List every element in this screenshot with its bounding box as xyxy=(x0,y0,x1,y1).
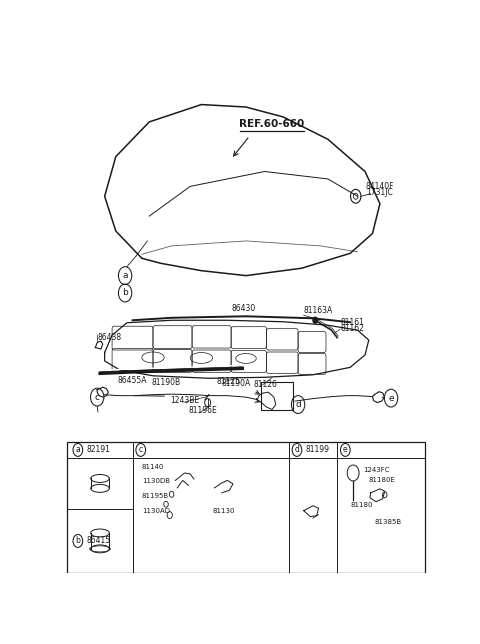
Text: c: c xyxy=(139,446,143,455)
Circle shape xyxy=(313,317,317,323)
Text: d: d xyxy=(295,446,300,455)
Text: 81162: 81162 xyxy=(341,324,365,333)
Text: 81190A: 81190A xyxy=(222,379,251,388)
Text: 81126: 81126 xyxy=(253,380,277,389)
Text: b: b xyxy=(122,289,128,298)
Text: 1243FC: 1243FC xyxy=(363,467,390,473)
Text: REF.60-660: REF.60-660 xyxy=(240,119,305,129)
Text: e: e xyxy=(343,446,348,455)
Bar xyxy=(67,442,424,573)
Text: d: d xyxy=(295,400,301,409)
Text: 81161: 81161 xyxy=(341,317,365,327)
Text: a: a xyxy=(75,446,80,455)
Text: 81125: 81125 xyxy=(216,377,240,386)
Text: 81163A: 81163A xyxy=(304,307,333,316)
Text: 81180E: 81180E xyxy=(369,477,396,483)
Text: 81130: 81130 xyxy=(213,508,235,514)
Text: a: a xyxy=(122,271,128,280)
Text: 1130DB: 1130DB xyxy=(142,478,170,484)
Text: 86430: 86430 xyxy=(231,304,255,313)
Text: 86438: 86438 xyxy=(97,333,121,342)
Text: 81196E: 81196E xyxy=(188,406,217,415)
Text: e: e xyxy=(388,393,394,402)
Text: 1243BE: 1243BE xyxy=(170,395,199,404)
Text: 81140: 81140 xyxy=(142,464,164,469)
Text: 81190B: 81190B xyxy=(151,378,180,387)
Text: 81385B: 81385B xyxy=(374,519,401,525)
Text: 86455A: 86455A xyxy=(118,376,147,385)
Text: 86415: 86415 xyxy=(86,536,110,545)
Text: 81199: 81199 xyxy=(305,446,329,455)
Text: 81195B: 81195B xyxy=(142,493,169,499)
Text: 84140F: 84140F xyxy=(366,182,394,191)
Text: 1731JC: 1731JC xyxy=(366,188,393,197)
Text: 82191: 82191 xyxy=(86,446,110,455)
Text: b: b xyxy=(75,536,80,545)
Text: 1130AD: 1130AD xyxy=(142,508,170,514)
Bar xyxy=(261,383,292,410)
Text: c: c xyxy=(95,393,100,402)
Text: 81180: 81180 xyxy=(350,502,372,507)
